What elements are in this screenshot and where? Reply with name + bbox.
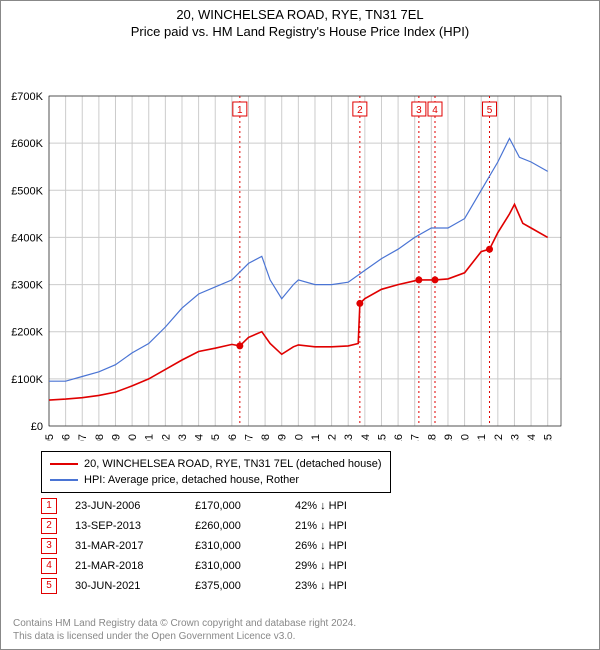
event-price: £375,000 xyxy=(195,580,295,592)
legend-label-property: 20, WINCHELSEA ROAD, RYE, TN31 7EL (deta… xyxy=(84,456,382,472)
legend-swatch-hpi xyxy=(50,479,78,481)
footer-attribution: Contains HM Land Registry data © Crown c… xyxy=(13,617,356,643)
event-number-icon: 2 xyxy=(41,518,57,534)
svg-text:2016: 2016 xyxy=(393,434,405,441)
svg-text:£0: £0 xyxy=(31,421,43,433)
svg-text:£300K: £300K xyxy=(11,280,43,292)
event-date: 13-SEP-2013 xyxy=(75,520,195,532)
event-delta: 21% ↓ HPI xyxy=(295,520,347,532)
svg-text:1998: 1998 xyxy=(94,434,106,441)
svg-text:5: 5 xyxy=(487,105,493,116)
event-number-icon: 4 xyxy=(41,558,57,574)
svg-text:2019: 2019 xyxy=(443,434,455,441)
event-price: £260,000 xyxy=(195,520,295,532)
svg-text:2014: 2014 xyxy=(360,434,372,441)
svg-text:3: 3 xyxy=(416,105,422,116)
svg-text:2010: 2010 xyxy=(293,434,305,441)
price-chart: £0 £100K £200K £300K £400K £500K £600K £700K 199… xyxy=(1,41,600,441)
event-price: £170,000 xyxy=(195,500,295,512)
event-date: 31-MAR-2017 xyxy=(75,540,195,552)
svg-text:2000: 2000 xyxy=(127,434,139,441)
svg-text:1999: 1999 xyxy=(110,434,122,441)
svg-text:£100K: £100K xyxy=(11,374,43,386)
svg-text:1: 1 xyxy=(237,105,243,116)
legend-swatch-property xyxy=(50,463,78,465)
svg-text:1996: 1996 xyxy=(61,434,73,441)
svg-text:2012: 2012 xyxy=(327,434,339,441)
svg-text:2005: 2005 xyxy=(210,434,222,441)
svg-text:1995: 1995 xyxy=(44,434,56,441)
svg-text:2021: 2021 xyxy=(476,434,488,441)
svg-text:2011: 2011 xyxy=(310,434,322,441)
svg-text:2: 2 xyxy=(357,105,363,116)
event-price: £310,000 xyxy=(195,540,295,552)
legend-label-hpi: HPI: Average price, detached house, Roth… xyxy=(84,472,299,488)
sale-event-row: 4 21-MAR-2018£310,00029% ↓ HPI xyxy=(41,556,347,576)
event-number-icon: 5 xyxy=(41,578,57,594)
svg-text:£200K: £200K xyxy=(11,327,43,339)
event-delta: 26% ↓ HPI xyxy=(295,540,347,552)
svg-text:£600K: £600K xyxy=(11,138,43,150)
svg-text:2023: 2023 xyxy=(509,434,521,441)
svg-text:2015: 2015 xyxy=(376,434,388,441)
chart-title-desc: Price paid vs. HM Land Registry's House … xyxy=(5,24,595,39)
svg-text:2003: 2003 xyxy=(177,434,189,441)
sale-event-row: 2 13-SEP-2013£260,00021% ↓ HPI xyxy=(41,516,347,536)
svg-text:£400K: £400K xyxy=(11,232,43,244)
svg-text:2006: 2006 xyxy=(227,434,239,441)
svg-text:2013: 2013 xyxy=(343,434,355,441)
chart-legend: 20, WINCHELSEA ROAD, RYE, TN31 7EL (deta… xyxy=(41,451,391,493)
event-delta: 29% ↓ HPI xyxy=(295,560,347,572)
svg-text:£500K: £500K xyxy=(11,185,43,197)
svg-text:2008: 2008 xyxy=(260,434,272,441)
svg-text:2002: 2002 xyxy=(160,434,172,441)
event-date: 21-MAR-2018 xyxy=(75,560,195,572)
svg-text:2004: 2004 xyxy=(194,434,206,441)
svg-text:4: 4 xyxy=(432,105,438,116)
event-delta: 23% ↓ HPI xyxy=(295,580,347,592)
sale-event-row: 5 30-JUN-2021£375,00023% ↓ HPI xyxy=(41,576,347,596)
event-number-icon: 3 xyxy=(41,538,57,554)
sale-events-table: 1 23-JUN-2006£170,00042% ↓ HPI 2 13-SEP-201… xyxy=(41,496,347,596)
footer-line-1: Contains HM Land Registry data © Crown c… xyxy=(13,617,356,630)
sale-event-row: 3 31-MAR-2017£310,00026% ↓ HPI xyxy=(41,536,347,556)
svg-text:2017: 2017 xyxy=(410,434,422,441)
sale-event-row: 1 23-JUN-2006£170,00042% ↓ HPI xyxy=(41,496,347,516)
svg-text:2022: 2022 xyxy=(493,434,505,441)
svg-text:2009: 2009 xyxy=(277,434,289,441)
svg-text:2018: 2018 xyxy=(426,434,438,441)
footer-line-2: This data is licensed under the Open Gov… xyxy=(13,630,356,643)
event-price: £310,000 xyxy=(195,560,295,572)
svg-text:2001: 2001 xyxy=(144,434,156,441)
event-date: 23-JUN-2006 xyxy=(75,500,195,512)
event-number-icon: 1 xyxy=(41,498,57,514)
event-date: 30-JUN-2021 xyxy=(75,580,195,592)
chart-title-address: 20, WINCHELSEA ROAD, RYE, TN31 7EL xyxy=(5,7,595,22)
svg-text:2020: 2020 xyxy=(460,434,472,441)
svg-text:2007: 2007 xyxy=(243,434,255,441)
svg-text:2024: 2024 xyxy=(526,434,538,441)
svg-text:2025: 2025 xyxy=(543,434,555,441)
svg-text:£700K: £700K xyxy=(11,91,43,103)
event-delta: 42% ↓ HPI xyxy=(295,500,347,512)
svg-text:1997: 1997 xyxy=(77,434,89,441)
